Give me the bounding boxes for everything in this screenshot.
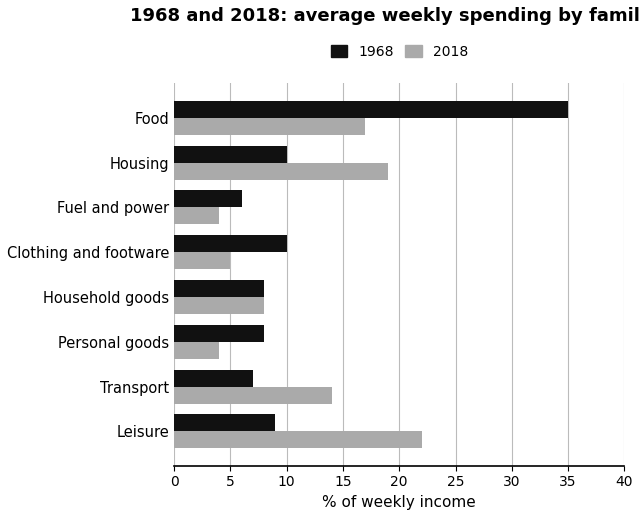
Bar [174, 342, 219, 359]
Title: 1968 and 2018: average weekly spending by families: 1968 and 2018: average weekly spending b… [130, 7, 640, 25]
Legend: 1968, 2018: 1968, 2018 [326, 41, 472, 63]
Bar [174, 235, 287, 252]
Bar [174, 280, 264, 297]
Bar [174, 387, 332, 404]
Bar [174, 252, 230, 269]
Bar [174, 146, 287, 163]
Bar [174, 370, 253, 387]
Bar [174, 431, 422, 448]
Bar [174, 207, 219, 224]
Bar [174, 297, 264, 314]
Bar [174, 118, 365, 135]
X-axis label: % of weekly income: % of weekly income [323, 495, 476, 510]
Bar [174, 190, 242, 207]
Bar [174, 414, 275, 431]
Bar [174, 101, 568, 118]
Bar [174, 163, 388, 179]
Bar [174, 325, 264, 342]
